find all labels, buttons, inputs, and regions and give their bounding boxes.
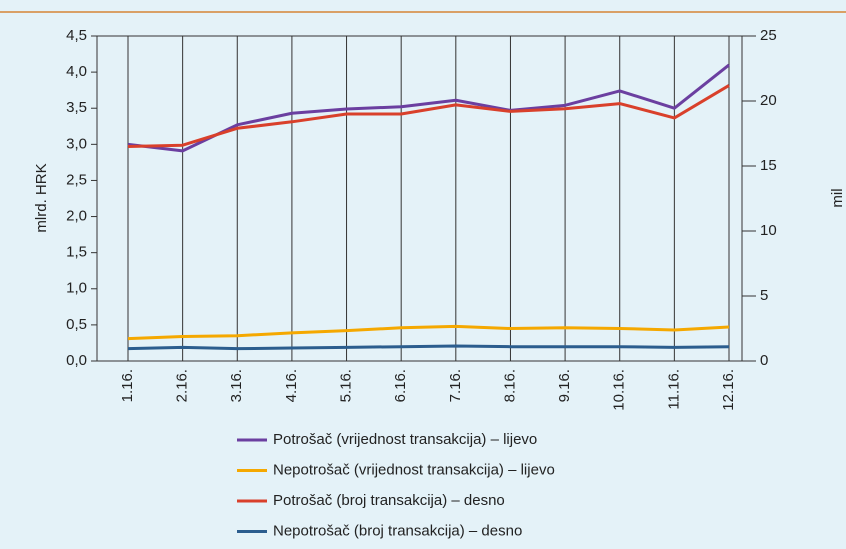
x-tick-label: 9.16. <box>556 369 573 402</box>
y2-tick-label: 5 <box>760 287 768 304</box>
y-tick-label: 3,5 <box>66 99 87 116</box>
legend-label: Potrošač (broj transakcija) – desno <box>273 492 505 509</box>
y-tick-label: 0,0 <box>66 352 87 369</box>
y-tick-label: 2,5 <box>66 171 87 188</box>
y2-axis-label: mil <box>829 188 846 207</box>
y2-tick-label: 0 <box>760 352 768 369</box>
series-line <box>127 84 730 148</box>
y-tick-label: 2,0 <box>66 208 87 225</box>
series-line <box>127 344 730 351</box>
y-axis-label: mlrd. HRK <box>33 163 50 232</box>
y2-tick-label: 15 <box>760 157 777 174</box>
series-line <box>127 324 730 341</box>
x-tick-label: 8.16. <box>501 369 518 402</box>
y2-tick-label: 20 <box>760 92 777 109</box>
x-tick-label: 3.16. <box>228 369 245 402</box>
x-tick-label: 1.16. <box>119 369 136 402</box>
y-tick-label: 4,5 <box>66 27 87 44</box>
y2-tick-label: 10 <box>760 222 777 239</box>
legend-label: Potrošač (vrijednost transakcija) – lije… <box>273 431 537 448</box>
y-tick-label: 3,0 <box>66 135 87 152</box>
y-tick-label: 1,5 <box>66 244 87 261</box>
x-tick-label: 12.16. <box>720 369 737 411</box>
y-tick-label: 1,0 <box>66 280 87 297</box>
x-tick-label: 5.16. <box>338 369 355 402</box>
series-line <box>127 63 730 153</box>
y-tick-label: 4,0 <box>66 63 87 80</box>
x-tick-label: 11.16. <box>665 369 682 410</box>
x-tick-label: 4.16. <box>283 369 300 402</box>
x-tick-label: 7.16. <box>447 369 464 402</box>
x-tick-label: 6.16. <box>392 369 409 402</box>
legend-label: Nepotrošač (vrijednost transakcija) – li… <box>273 461 555 478</box>
x-tick-label: 2.16. <box>174 369 191 402</box>
y2-tick-label: 25 <box>760 27 777 44</box>
x-tick-label: 10.16. <box>611 369 628 411</box>
legend-label: Nepotrošač (broj transakcija) – desno <box>273 522 522 539</box>
y-tick-label: 0,5 <box>66 316 87 333</box>
